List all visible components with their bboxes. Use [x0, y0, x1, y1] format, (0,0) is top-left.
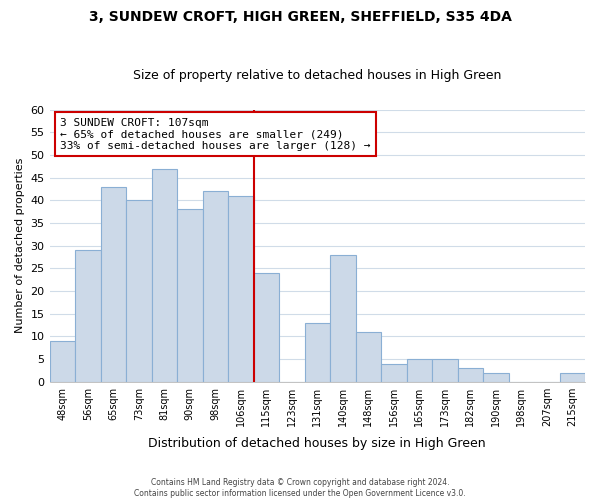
Bar [330, 254, 356, 382]
Bar [407, 359, 432, 382]
Title: Size of property relative to detached houses in High Green: Size of property relative to detached ho… [133, 69, 502, 82]
Bar [50, 341, 75, 382]
Bar [126, 200, 152, 382]
Bar [432, 359, 458, 382]
Bar [152, 168, 177, 382]
Bar [356, 332, 381, 382]
Text: 3, SUNDEW CROFT, HIGH GREEN, SHEFFIELD, S35 4DA: 3, SUNDEW CROFT, HIGH GREEN, SHEFFIELD, … [89, 10, 511, 24]
X-axis label: Distribution of detached houses by size in High Green: Distribution of detached houses by size … [148, 437, 486, 450]
Bar [458, 368, 483, 382]
Text: Contains HM Land Registry data © Crown copyright and database right 2024.
Contai: Contains HM Land Registry data © Crown c… [134, 478, 466, 498]
Bar [483, 372, 509, 382]
Bar [101, 186, 126, 382]
Bar [381, 364, 407, 382]
Text: 3 SUNDEW CROFT: 107sqm
← 65% of detached houses are smaller (249)
33% of semi-de: 3 SUNDEW CROFT: 107sqm ← 65% of detached… [60, 118, 371, 151]
Bar [177, 210, 203, 382]
Y-axis label: Number of detached properties: Number of detached properties [15, 158, 25, 334]
Bar [254, 273, 279, 382]
Bar [75, 250, 101, 382]
Bar [203, 191, 228, 382]
Bar [305, 322, 330, 382]
Bar [560, 372, 585, 382]
Bar [228, 196, 254, 382]
